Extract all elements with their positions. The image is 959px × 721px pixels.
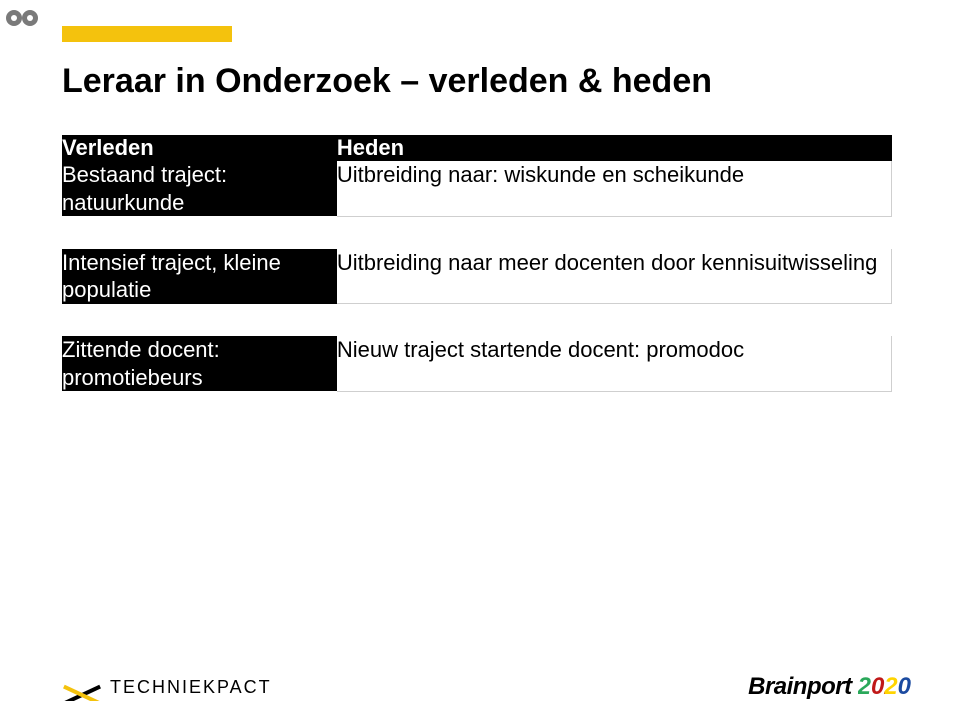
header-verleden: Verleden [62,135,337,161]
page-title: Leraar in Onderzoek – verleden & heden [62,62,712,101]
cell-right: Uitbreiding naar meer docenten door kenn… [337,249,892,304]
techniekpact-logo: TECHNIEKPACT [62,673,272,701]
table-row: Zittende docent: promotiebeurs Nieuw tra… [62,336,892,391]
table-header-row: Verleden Heden [62,135,892,161]
cell-right: Nieuw traject startende docent: promodoc [337,336,892,391]
techniekpact-text: TECHNIEKPACT [110,677,272,698]
brainport-word: Brainport [748,673,852,701]
cell-left: Zittende docent: promotiebeurs [62,336,337,391]
cross-wrench-icon [62,673,102,701]
footer: TECHNIEKPACT Brainport 2020 [0,655,959,701]
brainport-logo: Brainport 2020 [748,673,911,701]
table-row: Bestaand traject: natuurkunde Uitbreidin… [62,161,892,216]
brainport-year: 2020 [858,673,911,701]
gear-icon [4,6,44,35]
accent-bar [62,26,232,42]
cell-left: Bestaand traject: natuurkunde [62,161,337,216]
comparison-table: Verleden Heden Bestaand traject: natuurk… [62,135,892,392]
cell-left: Intensief traject, kleine populatie [62,249,337,304]
header-heden: Heden [337,135,892,161]
table-row: Intensief traject, kleine populatie Uitb… [62,249,892,304]
cell-right: Uitbreiding naar: wiskunde en scheikunde [337,161,892,216]
